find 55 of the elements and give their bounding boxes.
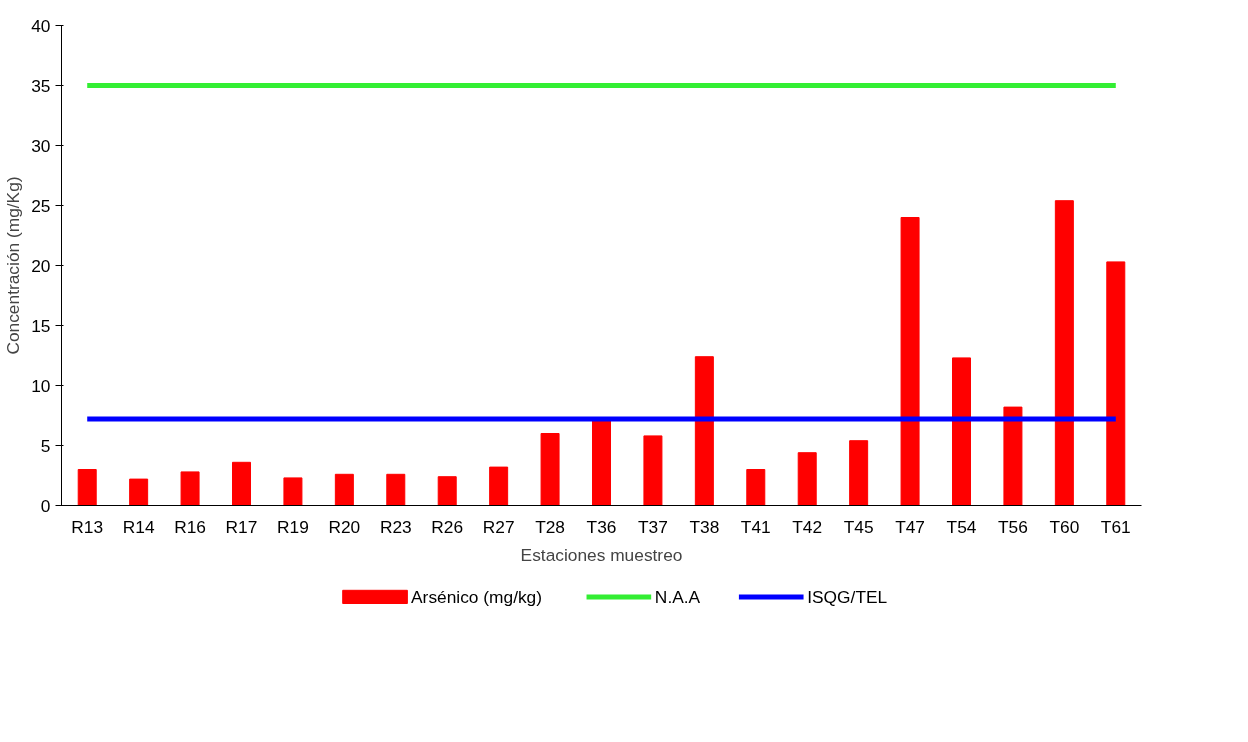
- y-tick-label: 40: [31, 15, 51, 36]
- x-tick-label: R27: [482, 516, 515, 537]
- legend-label: Arsénico (mg/kg): [411, 586, 543, 607]
- x-tick-label: T56: [998, 516, 1028, 537]
- x-tick-label: R16: [174, 516, 206, 537]
- bar: [849, 440, 869, 506]
- bar: [797, 452, 817, 506]
- y-tick-label: 0: [40, 495, 51, 516]
- y-tick-label: 20: [31, 255, 51, 276]
- bar: [1003, 406, 1023, 506]
- bar: [746, 469, 766, 506]
- x-tick-label: R13: [71, 516, 104, 537]
- bar: [694, 356, 714, 506]
- bar: [489, 466, 509, 506]
- legend-label: N.A.A: [654, 586, 701, 607]
- y-tick-label: 25: [31, 195, 51, 216]
- y-tick-label: 15: [31, 315, 51, 336]
- y-tick-label: 35: [31, 75, 51, 96]
- y-tick-label: 5: [40, 435, 51, 456]
- x-tick-label: T41: [740, 516, 771, 537]
- y-tick-label: 10: [31, 375, 51, 396]
- bar: [334, 473, 354, 506]
- x-tick-label: R17: [225, 516, 258, 537]
- x-axis-title: Estaciones muestreo: [520, 544, 683, 565]
- x-tick-label: T45: [843, 516, 874, 537]
- bar: [540, 433, 560, 506]
- x-tick-label: T42: [792, 516, 823, 537]
- bar: [1054, 200, 1074, 506]
- bar: [952, 357, 971, 506]
- bar: [232, 461, 251, 506]
- bar: [437, 476, 457, 506]
- y-tick-label: 30: [31, 135, 51, 156]
- bar: [900, 217, 920, 506]
- x-tick-label: R20: [328, 516, 361, 537]
- x-tick-label: T47: [895, 516, 925, 537]
- x-tick-label: R19: [277, 516, 309, 537]
- x-tick-label: T54: [946, 516, 977, 537]
- x-tick-label: T36: [586, 516, 617, 537]
- bar: [1106, 261, 1126, 506]
- x-tick-label: R23: [379, 516, 412, 537]
- bar: [643, 435, 663, 506]
- y-axis-title: Concentración (mg/Kg): [3, 176, 24, 355]
- x-tick-label: R26: [431, 516, 464, 537]
- x-tick-label: T28: [535, 516, 565, 537]
- bar: [386, 473, 406, 506]
- bar: [77, 469, 97, 506]
- bar: [180, 471, 200, 506]
- x-tick-label: T61: [1100, 516, 1131, 537]
- x-tick-label: R14: [122, 516, 155, 537]
- x-tick-label: T37: [638, 516, 668, 537]
- x-tick-label: T60: [1049, 516, 1080, 537]
- legend-label: ISQG/TEL: [807, 586, 888, 607]
- x-tick-label: T38: [689, 516, 720, 537]
- bar: [283, 477, 303, 506]
- bar: [129, 478, 149, 506]
